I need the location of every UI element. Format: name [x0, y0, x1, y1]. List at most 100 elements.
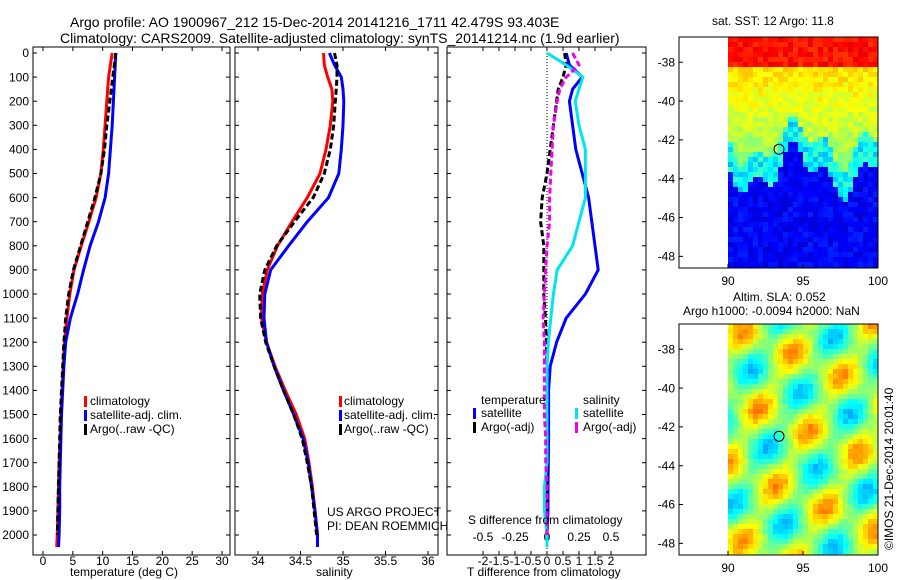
sla-cell — [798, 434, 803, 439]
sst-cell — [828, 92, 833, 97]
x-tick-label: 90 — [721, 561, 735, 575]
sla-cell — [753, 359, 758, 364]
sst-cell — [853, 57, 858, 62]
sst-cell — [743, 67, 748, 72]
sla-cell — [833, 324, 838, 329]
sla-cell — [858, 449, 863, 454]
sla-cell — [843, 404, 848, 409]
sla-cell — [803, 464, 808, 469]
sla-cell — [808, 544, 813, 549]
sst-cell — [818, 217, 823, 222]
sla-cell — [733, 334, 738, 339]
sla-cell — [743, 524, 748, 529]
sla-cell — [818, 349, 823, 354]
sst-cell — [848, 217, 853, 222]
sla-cell — [873, 369, 878, 374]
sla-cell — [798, 389, 803, 394]
sst-cell — [788, 192, 793, 197]
sst-cell — [763, 147, 768, 152]
sla-cell — [843, 354, 848, 359]
sst-cell — [788, 232, 793, 237]
sla-cell — [778, 399, 783, 404]
sla-cell — [833, 379, 838, 384]
sla-cell — [793, 499, 798, 504]
sst-cell — [843, 117, 848, 122]
sla-cell — [853, 494, 858, 499]
sst-cell — [763, 217, 768, 222]
sla-cell — [823, 529, 828, 534]
sst-cell — [868, 252, 873, 257]
sla-cell — [828, 424, 833, 429]
sla-cell — [793, 409, 798, 414]
sst-cell — [738, 37, 743, 42]
sla-cell — [808, 414, 813, 419]
sla-cell — [788, 549, 793, 554]
sst-cell — [788, 257, 793, 262]
sst-cell — [853, 222, 858, 227]
sla-cell — [728, 474, 733, 479]
sla-cell — [828, 399, 833, 404]
sst-cell — [788, 127, 793, 132]
sla-cell — [738, 504, 743, 509]
sst-cell — [788, 197, 793, 202]
sla-cell — [748, 414, 753, 419]
sst-cell — [838, 177, 843, 182]
sla-cell — [733, 489, 738, 494]
figure-title-line2: Climatology: CARS2009. Satellite-adjuste… — [60, 30, 620, 46]
sst-cell — [763, 152, 768, 157]
sla-cell — [763, 384, 768, 389]
sla-cell — [748, 504, 753, 509]
sla-cell — [858, 484, 863, 489]
sla-cell — [783, 409, 788, 414]
sst-cell — [753, 67, 758, 72]
sla-cell — [808, 529, 813, 534]
sst-cell — [773, 137, 778, 142]
series-line-argo-raw-qc- — [55, 52, 118, 536]
sst-cell — [738, 197, 743, 202]
sst-cell — [848, 112, 853, 117]
sla-cell — [828, 464, 833, 469]
sla-cell — [833, 454, 838, 459]
sla-cell — [823, 324, 828, 329]
sst-cell — [788, 262, 793, 267]
sst-cell — [773, 47, 778, 52]
sst-cell — [863, 162, 868, 167]
sst-cell — [853, 42, 858, 47]
sst-cell — [823, 227, 828, 232]
sla-cell — [863, 404, 868, 409]
sst-cell — [808, 217, 813, 222]
sst-cell — [758, 187, 763, 192]
sst-cell — [748, 87, 753, 92]
sst-cell — [803, 92, 808, 97]
sst-cell — [863, 232, 868, 237]
sla-cell — [828, 349, 833, 354]
sst-cell — [798, 232, 803, 237]
sla-cell — [778, 494, 783, 499]
sla-cell — [853, 539, 858, 544]
sla-cell — [813, 359, 818, 364]
sla-cell — [803, 549, 808, 554]
sst-cell — [778, 177, 783, 182]
sst-cell — [798, 82, 803, 87]
sla-cell — [818, 514, 823, 519]
sla-cell — [768, 409, 773, 414]
sla-cell — [868, 474, 873, 479]
sla-cell — [838, 484, 843, 489]
sst-cell — [818, 212, 823, 217]
sla-cell — [868, 384, 873, 389]
sst-cell — [788, 212, 793, 217]
sst-cell — [738, 232, 743, 237]
sst-cell — [803, 227, 808, 232]
sst-cell — [833, 62, 838, 67]
sst-cell — [743, 97, 748, 102]
sla-cell — [873, 499, 878, 504]
sla-cell — [783, 389, 788, 394]
sla-cell — [828, 479, 833, 484]
sla-cell — [808, 464, 813, 469]
sst-cell — [863, 77, 868, 82]
x-tick-label: 100 — [868, 274, 888, 288]
sst-cell — [868, 132, 873, 137]
sla-cell — [808, 484, 813, 489]
sst-cell — [783, 97, 788, 102]
